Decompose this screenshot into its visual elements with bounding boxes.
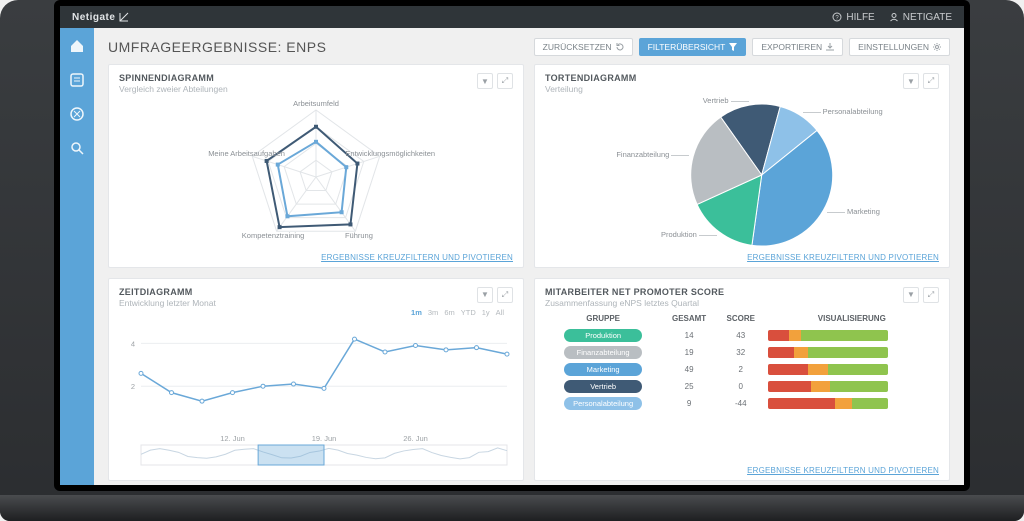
pie-slice-label: Finanzabteilung [616,150,669,159]
help-icon: ? [832,12,842,22]
export-icon [826,43,834,51]
cell-total: 49 [661,361,717,378]
table-row: Finanzabteilung 1932 [545,344,939,361]
card-filter-icon[interactable]: ▼ [903,73,919,89]
cell-score: 43 [717,327,765,344]
table-row: Personalabteilung 9-44 [545,395,939,412]
filter-button[interactable]: FILTERÜBERSICHT [639,38,747,56]
time-title: ZEITDIAGRAMM [119,287,473,297]
group-pill[interactable]: Marketing [564,363,642,376]
nps-foot-link[interactable]: ERGEBNISSE KREUZFILTERN UND PIVOTIEREN [747,466,939,475]
score-stacked-bar [768,381,888,392]
radar-axis-label: Kompetenztraining [233,231,313,240]
nav-home-icon[interactable] [67,36,87,56]
col-total: GESAMT [661,312,717,327]
time-card: ZEITDIAGRAMM Entwicklung letzter Monat ▼… [108,278,524,482]
svg-text:2: 2 [131,382,135,391]
pie-slice-label: Vertrieb [703,96,729,105]
settings-button[interactable]: EINSTELLUNGEN [849,38,950,56]
cell-total: 19 [661,344,717,361]
user-icon [889,12,899,22]
nav-search-icon[interactable] [67,138,87,158]
app-topbar: Netigate ? HILFE NETIGATE [60,6,964,28]
cell-score: 32 [717,344,765,361]
pie-slice-label: Produktion [661,230,697,239]
pie-foot-link[interactable]: ERGEBNISSE KREUZFILTERN UND PIVOTIEREN [747,253,939,262]
export-button[interactable]: EXPORTIEREN [752,38,843,56]
time-subtitle: Entwicklung letzter Monat [119,298,473,308]
radar-title: SPINNENDIAGRAMM [119,73,473,83]
reset-icon [616,43,624,51]
cell-total: 25 [661,378,717,395]
card-expand-icon[interactable]: ⤢ [923,287,939,303]
radar-axis-label: Arbeitsumfeld [276,99,356,108]
brand-logo: Netigate [72,12,115,23]
reset-button[interactable]: ZURÜCKSETZEN [534,38,633,56]
group-pill[interactable]: Produktion [564,329,642,342]
table-row: Marketing 492 [545,361,939,378]
pie-card: TORTENDIAGRAMM Verteilung ▼ ⤢ Vertrieb Pe… [534,64,950,268]
radar-axis-label: Führung [319,231,399,240]
cell-score: 2 [717,361,765,378]
radar-card: SPINNENDIAGRAMM Vergleich zweier Abteilu… [108,64,524,268]
pie-title: TORTENDIAGRAMM [545,73,899,83]
score-stacked-bar [768,364,888,375]
card-expand-icon[interactable]: ⤢ [923,73,939,89]
pie-slice-label: Personalabteilung [823,107,883,116]
group-pill[interactable]: Vertrieb [564,380,642,393]
svg-text:4: 4 [131,339,135,348]
score-stacked-bar [768,347,888,358]
cell-total: 9 [661,395,717,412]
gear-icon [933,43,941,51]
page-title: UMFRAGEERGEBNISSE: ENPS [108,39,326,55]
nps-table: GRUPPEGESAMTSCOREVISUALISIERUNGProduktio… [545,312,939,412]
cell-score: -44 [717,395,765,412]
group-pill[interactable]: Finanzabteilung [564,346,642,359]
card-expand-icon[interactable]: ⤢ [497,73,513,89]
nps-card: MITARBEITER NET PROMOTER SCORE Zusammenf… [534,278,950,482]
group-pill[interactable]: Personalabteilung [564,397,642,410]
filter-icon [729,43,737,51]
pie-slice-label: Marketing [847,207,880,216]
table-row: Produktion 1443 [545,327,939,344]
card-filter-icon[interactable]: ▼ [477,287,493,303]
nps-title: MITARBEITER NET PROMOTER SCORE [545,287,899,297]
score-stacked-bar [768,398,888,409]
card-expand-icon[interactable]: ⤢ [497,287,513,303]
svg-text:12. Jun: 12. Jun [220,434,245,443]
radar-axis-label: Meine Arbeitsaufgaben [207,149,287,158]
pie-subtitle: Verteilung [545,84,899,94]
nps-subtitle: Zusammenfassung eNPS letztes Quartal [545,298,899,308]
radar-foot-link[interactable]: ERGEBNISSE KREUZFILTERN UND PIVOTIEREN [321,253,513,262]
score-stacked-bar [768,330,888,341]
cell-score: 0 [717,378,765,395]
col-group: GRUPPE [545,312,661,327]
nav-surveys-icon[interactable] [67,70,87,90]
page-header: UMFRAGEERGEBNISSE: ENPS ZURÜCKSETZEN FIL… [108,38,950,56]
cell-total: 14 [661,327,717,344]
col-score: SCORE [717,312,765,327]
table-row: Vertrieb 250 [545,378,939,395]
user-menu[interactable]: NETIGATE [889,12,952,23]
radar-subtitle: Vergleich zweier Abteilungen [119,84,473,94]
radar-axis-label: Entwicklungsmöglichkeiten [345,149,425,158]
card-filter-icon[interactable]: ▼ [477,73,493,89]
sidebar-nav [60,28,94,485]
svg-text:26. Jun: 26. Jun [403,434,428,443]
nav-tools-icon[interactable] [67,104,87,124]
svg-text:19. Jun: 19. Jun [312,434,337,443]
card-filter-icon[interactable]: ▼ [903,287,919,303]
brand-mark-icon [119,12,129,22]
col-viz: VISUALISIERUNG [765,312,939,327]
help-link[interactable]: ? HILFE [832,12,874,23]
time-range-picker[interactable]: 1m3m6mYTD1yAll [408,308,507,317]
